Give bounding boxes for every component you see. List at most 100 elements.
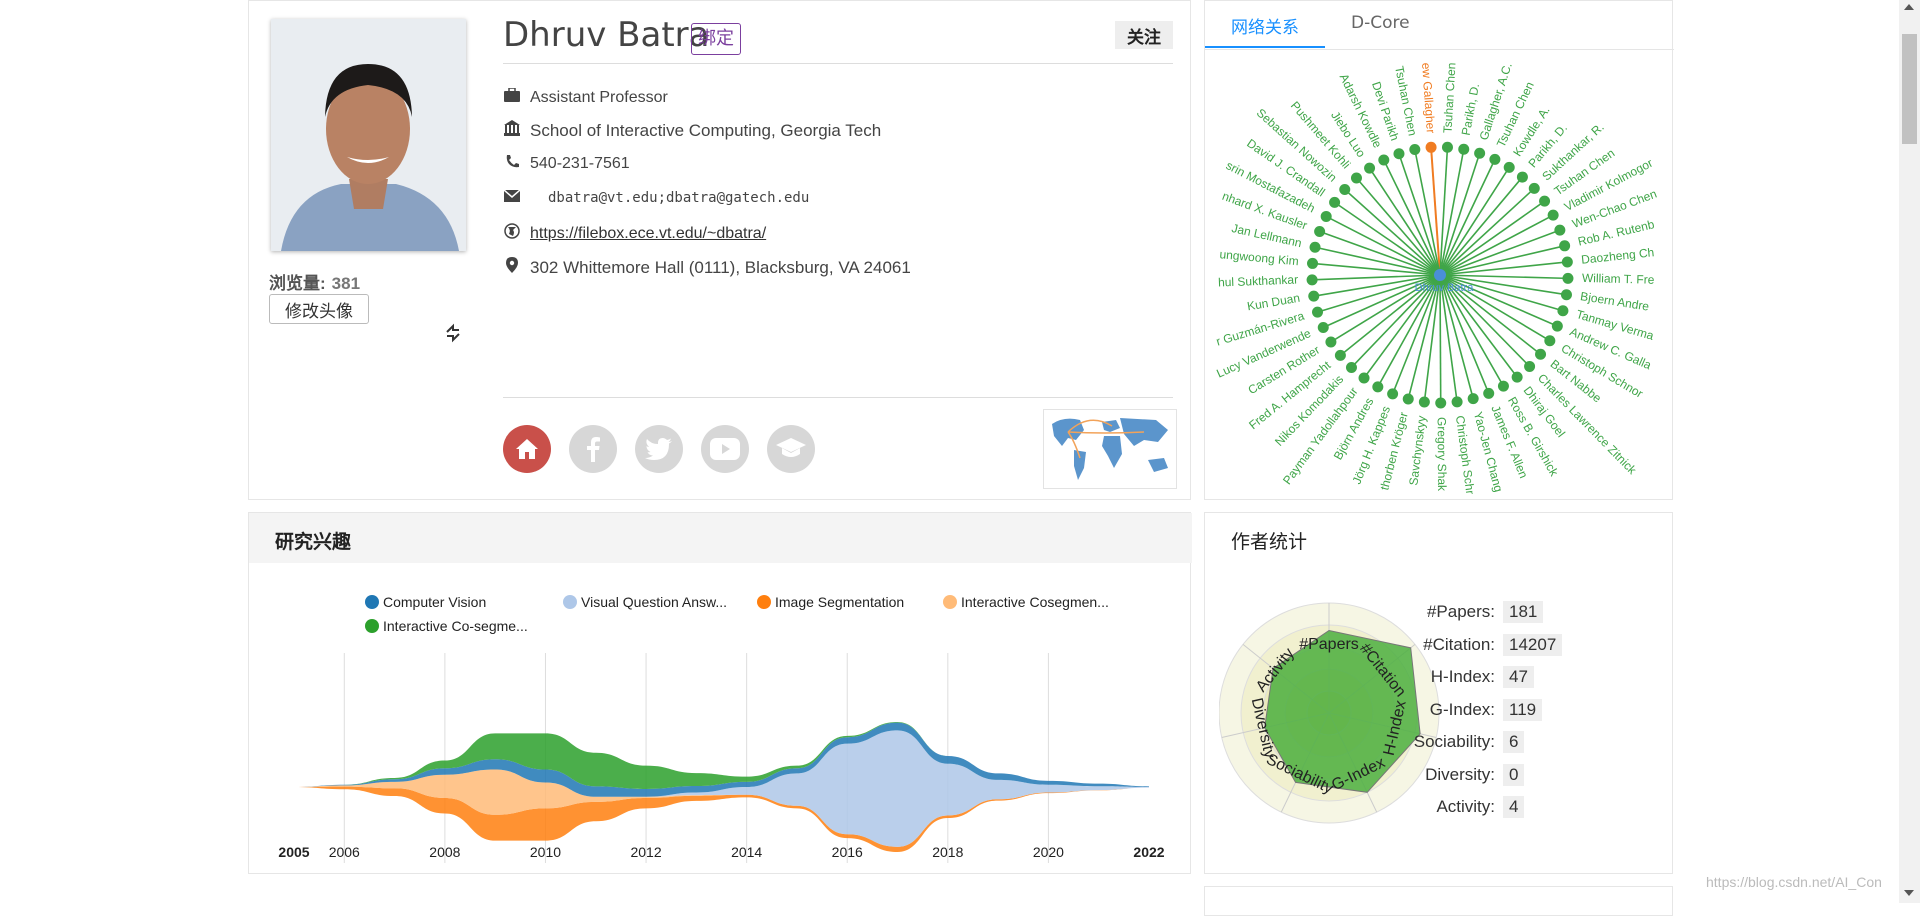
legend-item[interactable]: Visual Question Answ... (563, 594, 727, 610)
twitter-icon[interactable] (635, 425, 683, 473)
network-edge (1439, 187, 1535, 276)
network-label[interactable]: ew Gallagher (1419, 62, 1438, 134)
network-label[interactable]: Tsuhan Chen (1440, 62, 1458, 133)
network-node[interactable] (1516, 171, 1528, 183)
network-node[interactable] (1562, 272, 1574, 284)
network-node[interactable] (1339, 183, 1351, 195)
homepage-link[interactable]: https://filebox.ece.vt.edu/~dbatra/ (530, 224, 767, 242)
network-node[interactable] (1503, 161, 1515, 173)
network-node[interactable] (1511, 371, 1523, 383)
network-node[interactable] (1393, 148, 1405, 160)
network-node[interactable] (1306, 274, 1318, 286)
network-node[interactable] (1435, 397, 1447, 409)
coauthor-network[interactable]: ew Gallagher Tsuhan Chen Parikh, D.Gallagh… (1205, 55, 1672, 495)
network-node[interactable] (1358, 372, 1370, 384)
network-label[interactable]: Gregory Shak (1435, 417, 1449, 492)
stat-value: 6 (1503, 731, 1525, 753)
tab-dcore[interactable]: D-Core (1351, 13, 1410, 33)
network-node[interactable] (1314, 225, 1326, 237)
tab-network[interactable]: 网络关系 (1231, 18, 1299, 38)
network-node[interactable] (1489, 153, 1501, 165)
network-node[interactable] (1317, 321, 1329, 333)
scroll-down-icon[interactable] (1904, 890, 1914, 896)
network-node[interactable] (1483, 387, 1495, 399)
stat-value: 181 (1503, 601, 1544, 623)
author-name: Dhruv Batra (503, 15, 710, 55)
network-node[interactable] (1309, 241, 1321, 253)
change-avatar-button[interactable]: 修改头像 (269, 294, 369, 324)
network-node[interactable] (1350, 172, 1362, 184)
network-node[interactable] (1334, 349, 1346, 361)
network-node[interactable] (1451, 396, 1463, 408)
stream-layer-3[interactable] (294, 786, 1149, 852)
network-node[interactable] (1307, 257, 1319, 269)
network-label[interactable]: William T. Fre (1582, 271, 1655, 287)
network-label[interactable]: ungwoong Kim (1219, 247, 1299, 268)
network-node[interactable] (1551, 320, 1563, 332)
legend-item[interactable]: Computer Vision (365, 594, 486, 610)
network-node[interactable] (1418, 396, 1430, 408)
network-node[interactable] (1325, 336, 1337, 348)
x-tick-label: 2018 (932, 844, 963, 860)
network-node[interactable] (1535, 348, 1547, 360)
network-node[interactable] (1372, 381, 1384, 393)
network-label[interactable]: hul Sukthankar (1218, 273, 1299, 290)
network-node[interactable] (1497, 380, 1509, 392)
network-node[interactable] (1539, 195, 1551, 207)
stream-layer-5[interactable] (294, 722, 1149, 789)
network-node[interactable] (1467, 393, 1479, 405)
network-node[interactable] (1554, 224, 1566, 236)
network-node[interactable] (1547, 209, 1559, 221)
network-node[interactable] (1559, 240, 1571, 252)
network-node[interactable] (1557, 305, 1569, 317)
network-label[interactable]: Christoph Schr (1453, 415, 1477, 495)
home-icon[interactable] (503, 425, 551, 473)
network-node[interactable] (1378, 154, 1390, 166)
network-node[interactable] (1364, 162, 1376, 174)
x-tick-label: 2006 (329, 844, 360, 860)
bind-button[interactable]: 绑定 (691, 23, 741, 55)
legend-item[interactable]: Interactive Co-segme... (365, 618, 528, 634)
legend-swatch (563, 595, 577, 609)
stream-layer-4[interactable] (294, 769, 1149, 847)
network-edge (1439, 274, 1505, 387)
follow-button[interactable]: 关注 (1115, 21, 1173, 49)
network-node[interactable] (1425, 141, 1437, 153)
network-node[interactable] (1441, 141, 1453, 153)
network-edge (1313, 274, 1441, 297)
facebook-icon[interactable] (569, 425, 617, 473)
network-label[interactable]: Daozheng Ch (1580, 245, 1654, 266)
world-map[interactable] (1043, 409, 1177, 489)
network-node[interactable] (1544, 335, 1556, 347)
institution-icon (503, 120, 521, 141)
network-center-node[interactable] (1434, 269, 1446, 281)
network-node[interactable] (1308, 290, 1320, 302)
youtube-icon[interactable] (701, 425, 749, 473)
legend-item[interactable]: Interactive Cosegmen... (943, 594, 1109, 610)
network-node[interactable] (1474, 147, 1486, 159)
scroll-up-icon[interactable] (1904, 4, 1914, 10)
network-node[interactable] (1528, 182, 1540, 194)
scrollbar[interactable] (1899, 0, 1920, 903)
network-node[interactable] (1329, 196, 1341, 208)
network-node[interactable] (1561, 256, 1573, 268)
stream-layer-2[interactable] (294, 730, 1149, 847)
interest-streamgraph[interactable]: Computer Vision Visual Question Answ... Im… (249, 563, 1190, 873)
network-edge (1314, 246, 1441, 276)
network-node[interactable] (1524, 360, 1536, 372)
network-node[interactable] (1312, 306, 1323, 318)
network-node[interactable] (1345, 361, 1357, 373)
swap-icon[interactable] (443, 323, 463, 348)
network-node[interactable] (1560, 289, 1572, 301)
network-label[interactable]: Kun Duan (1246, 291, 1301, 314)
network-node[interactable] (1402, 393, 1414, 405)
legend-item[interactable]: Image Segmentation (757, 594, 904, 610)
scholar-icon[interactable] (767, 425, 815, 473)
scrollbar-thumb[interactable] (1902, 34, 1917, 144)
network-node[interactable] (1409, 144, 1421, 156)
network-node[interactable] (1458, 143, 1470, 155)
stat-label: #Citation: (1423, 634, 1495, 654)
network-node[interactable] (1320, 210, 1332, 222)
network-label[interactable]: Savchynskyy (1406, 415, 1428, 486)
network-node[interactable] (1387, 388, 1399, 400)
